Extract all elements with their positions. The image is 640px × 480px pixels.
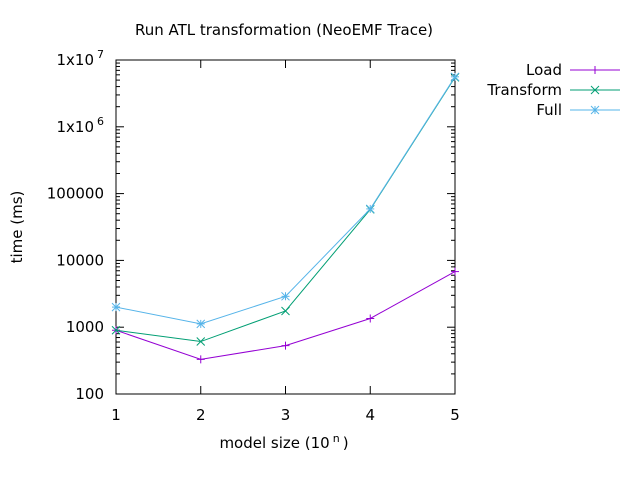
series-line-full (115, 76, 456, 325)
data-point (196, 337, 206, 346)
data-point (281, 341, 290, 350)
series-line-transform (115, 77, 456, 343)
data-point (366, 314, 375, 323)
data-point (111, 302, 121, 312)
legend-marker (590, 105, 600, 115)
legend: Load Transform Full (486, 61, 620, 119)
data-point (281, 291, 290, 301)
legend-label: Transform (486, 81, 562, 99)
legend-marker (591, 66, 599, 74)
x-axis-label-base: model size (10 (219, 434, 329, 452)
chart-title: Run ATL transformation (NeoEMF Trace) (135, 21, 433, 39)
y-tick-label: 100000 (47, 185, 104, 203)
x-tick-label: 4 (365, 406, 375, 424)
y-tick-label: 1x10 6 (56, 115, 104, 136)
x-axis-label-close: ) (343, 434, 349, 452)
y-tick-label: 10000 (56, 251, 104, 269)
data-point (365, 204, 375, 214)
plot-area: 100 1000 10000 100000 1x10 6 1x10 7 1 2 3 4 5 (47, 48, 460, 424)
x-tick-label: 3 (281, 406, 291, 424)
legend-label: Load (526, 61, 562, 79)
data-point (196, 319, 206, 329)
y-tick-label: 1000 (66, 318, 104, 336)
data-point (281, 306, 290, 316)
y-axis-label: time (ms) (8, 191, 26, 264)
legend-marker (590, 85, 600, 95)
x-tick-label: 2 (196, 406, 206, 424)
data-point (451, 267, 459, 276)
y-tick-label: 1x10 7 (56, 48, 104, 69)
y-tick-label: 100 (75, 385, 104, 403)
legend-label: Full (536, 101, 562, 119)
data-point (111, 325, 121, 335)
x-tick-label: 1 (111, 406, 121, 424)
x-axis-label: model size (10 n) (219, 432, 348, 452)
x-tick-label: 5 (450, 406, 460, 424)
data-point (450, 72, 460, 82)
x-axis-label-exponent: n (333, 432, 340, 445)
data-point (196, 355, 205, 364)
